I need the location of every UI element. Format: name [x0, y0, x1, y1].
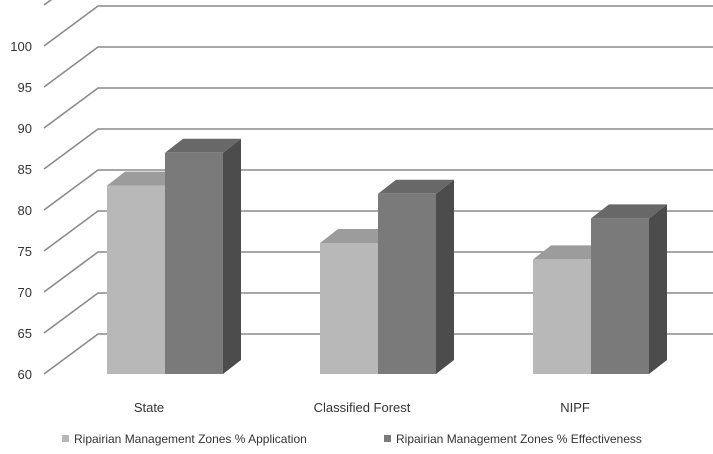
category-label: NIPF [560, 400, 590, 415]
y-tick-label: 90 [18, 121, 32, 136]
gridline [43, 128, 713, 170]
category-label: State [134, 400, 164, 415]
legend-label: Ripairian Management Zones % Effectivene… [396, 432, 642, 446]
y-tick-label: 60 [18, 367, 32, 382]
legend-entry: Ripairian Management Zones % Effectivene… [384, 432, 642, 446]
gridline [43, 210, 713, 252]
y-tick-label: 65 [18, 326, 32, 341]
bars [107, 138, 667, 374]
y-axis-ticks: 60 65 70 75 80 85 90 95 100 [10, 39, 32, 382]
y-tick-label: 70 [18, 285, 32, 300]
y-tick-label: 95 [18, 80, 32, 95]
legend-entry: Ripairian Management Zones % Application [62, 432, 307, 446]
legend: Ripairian Management Zones % Application… [62, 432, 642, 446]
y-tick-label: 80 [18, 203, 32, 218]
x-axis-categories: State Classified Forest NIPF [134, 400, 590, 415]
gridline [43, 5, 713, 47]
gridline [43, 87, 713, 129]
bar [378, 179, 454, 374]
legend-swatch [384, 435, 391, 442]
gridlines [43, 0, 713, 375]
category-label: Classified Forest [314, 400, 411, 415]
gridline [43, 333, 713, 375]
legend-swatch [62, 435, 69, 442]
gridline [43, 46, 713, 88]
bar [591, 204, 667, 374]
bar [165, 138, 241, 374]
gridline [43, 169, 713, 211]
y-tick-label: 100 [10, 39, 32, 54]
legend-label: Ripairian Management Zones % Application [74, 432, 307, 446]
gridline [43, 0, 53, 6]
y-tick-label: 75 [18, 244, 32, 259]
y-tick-label: 85 [18, 162, 32, 177]
gridline [43, 251, 713, 293]
gridline [43, 292, 713, 334]
